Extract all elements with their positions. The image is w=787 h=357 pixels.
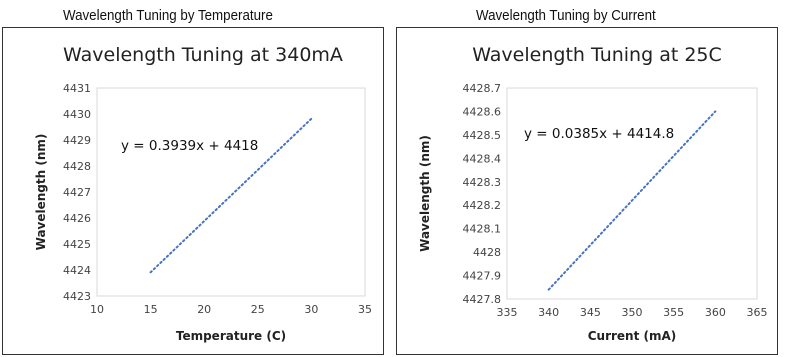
y-tick-label: 4424	[63, 264, 91, 277]
y-tick-label: 4428.6	[463, 105, 502, 118]
x-tick-label: 10	[90, 303, 104, 316]
y-tick-label: 4428.3	[463, 176, 502, 189]
x-axis-label: Current (mA)	[588, 329, 677, 343]
plot-area	[96, 87, 366, 297]
x-tick-label: 350	[622, 306, 643, 319]
y-tick-label: 4430	[63, 108, 91, 121]
x-tick-label: 15	[144, 303, 158, 316]
right-figure-caption: Wavelength Tuning by Current	[476, 8, 656, 24]
y-tick-label: 4428.1	[463, 223, 502, 236]
y-tick-label: 4428.7	[463, 82, 502, 95]
temperature-tuning-chart: Wavelength Tuning at 340mA 4423 4424 4425 44…	[34, 44, 372, 343]
y-tick-label: 4427.8	[463, 293, 502, 306]
left-figure-caption: Wavelength Tuning by Temperature	[63, 8, 273, 24]
y-tick-label: 4426	[63, 212, 91, 225]
y-tick-label: 4431	[63, 82, 91, 95]
chart-title: Wavelength Tuning at 340mA	[63, 44, 343, 66]
current-tuning-chart: Wavelength Tuning at 25C 4427.8 4427.9 4428…	[418, 44, 768, 343]
x-tick-label: 345	[580, 306, 601, 319]
chart-panel-temperature: Wavelength Tuning at 340mA 4423 4424 4425 44…	[2, 27, 384, 355]
x-tick-label: 35	[358, 303, 372, 316]
y-tick-label: 4428.5	[463, 129, 502, 142]
y-axis-label: Wavelength (nm)	[34, 134, 48, 251]
y-tick-label: 4427	[63, 186, 91, 199]
trendline-series	[149, 117, 313, 274]
y-tick-label: 4423	[63, 290, 91, 303]
trendline-series	[547, 110, 717, 291]
y-axis-label: Wavelength (nm)	[418, 135, 432, 252]
y-tick-label: 4427.9	[463, 270, 502, 283]
trendline-equation: y = 0.3939x + 4418	[121, 138, 258, 154]
x-axis-label: Temperature (C)	[176, 329, 286, 343]
x-tick-label: 355	[663, 306, 684, 319]
y-tick-label: 4428	[63, 160, 91, 173]
x-tick-label: 20	[197, 303, 211, 316]
chart-panel-current: Wavelength Tuning at 25C 4427.8 4427.9 4428…	[396, 27, 778, 355]
chart-title: Wavelength Tuning at 25C	[472, 44, 722, 66]
x-tick-label: 30	[304, 303, 318, 316]
y-tick-label: 4429	[63, 134, 91, 147]
trendline-equation: y = 0.0385x + 4414.8	[524, 126, 674, 142]
x-tick-label: 25	[251, 303, 265, 316]
y-tick-label: 4428.2	[463, 199, 502, 212]
x-tick-label: 340	[538, 306, 559, 319]
y-tick-label: 4428	[473, 246, 501, 259]
x-tick-label: 365	[747, 306, 768, 319]
x-tick-label: 335	[497, 306, 518, 319]
plot-area	[506, 87, 758, 300]
x-tick-label: 360	[705, 306, 726, 319]
y-tick-label: 4428.4	[463, 152, 502, 165]
y-tick-label: 4425	[63, 238, 91, 251]
